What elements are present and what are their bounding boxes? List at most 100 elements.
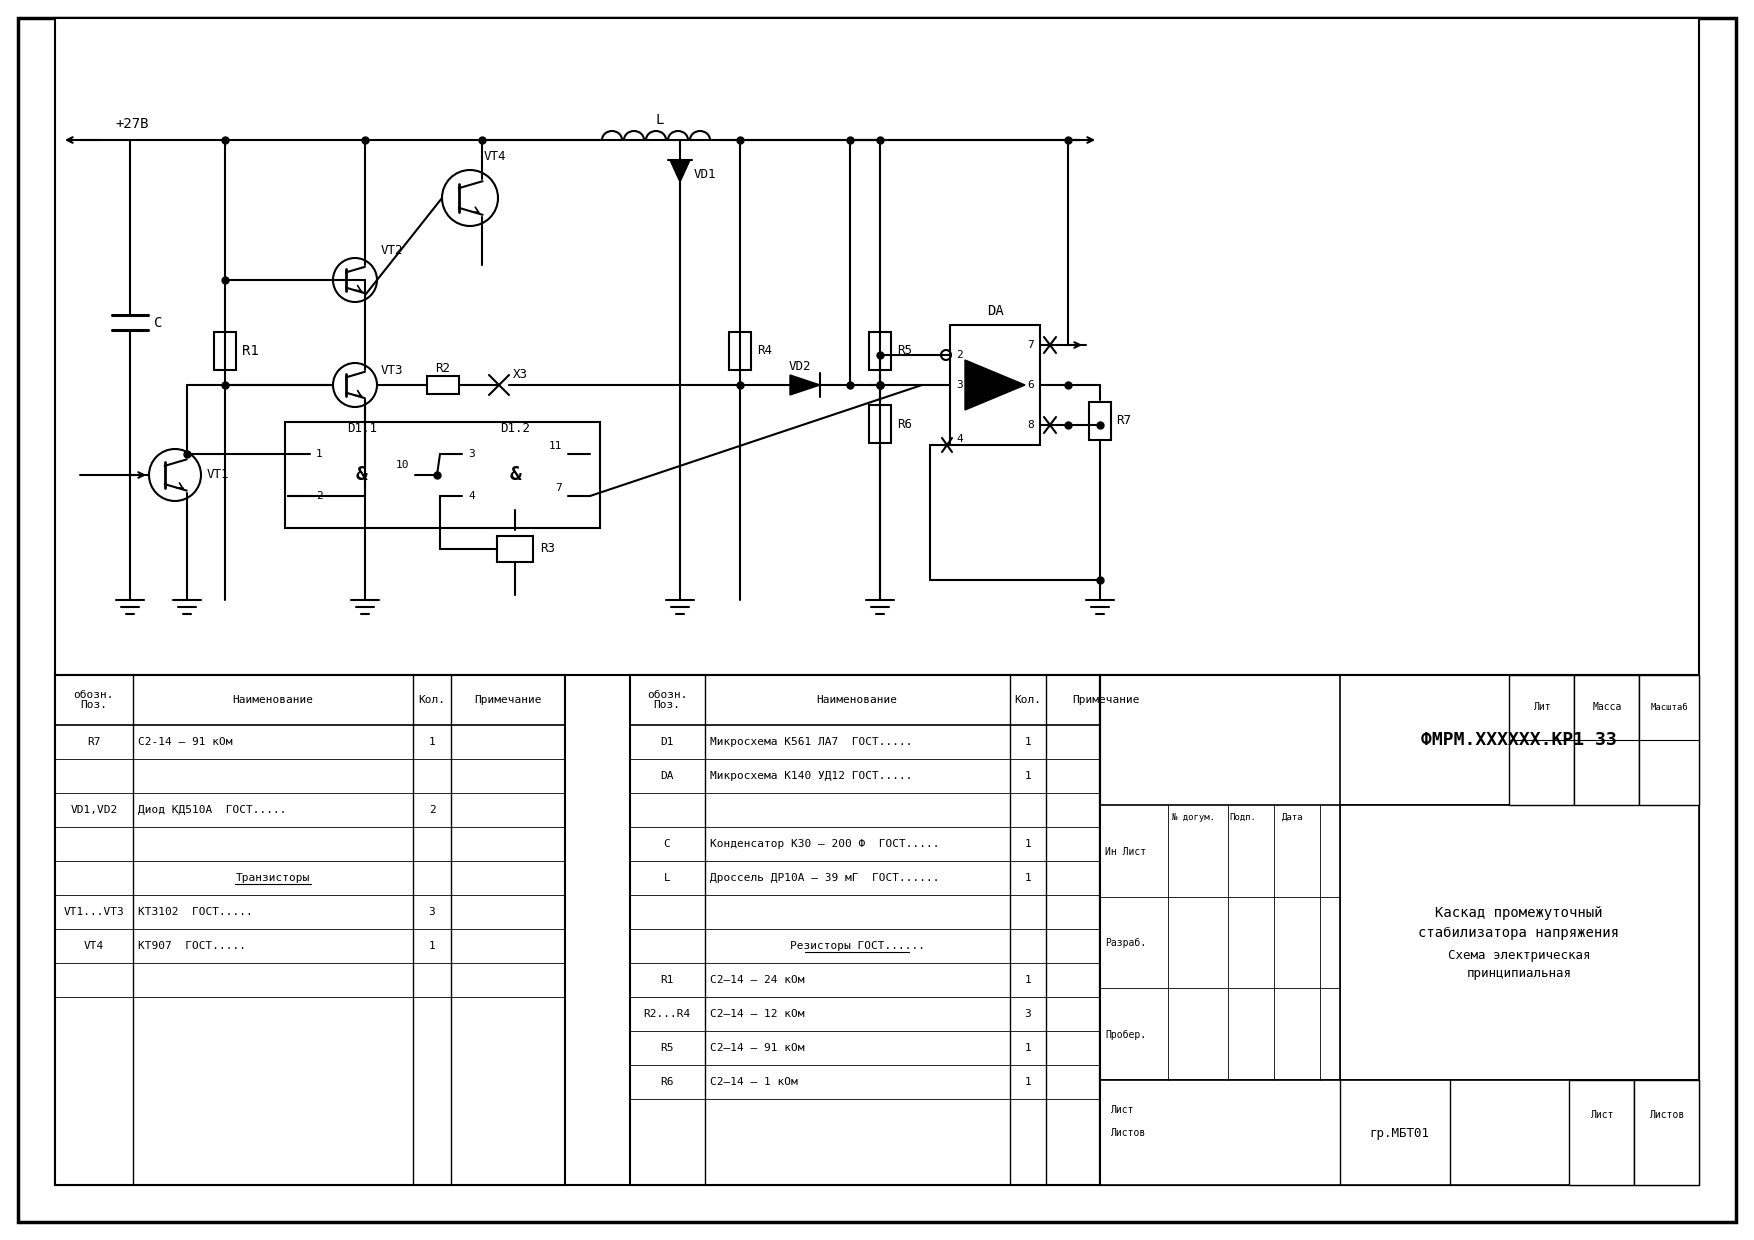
- Bar: [1340, 675, 1700, 805]
- Text: Х3: Х3: [512, 368, 528, 382]
- Text: R7: R7: [88, 737, 100, 746]
- Text: 3: 3: [428, 906, 435, 918]
- Text: VD1,VD2: VD1,VD2: [70, 805, 118, 815]
- Text: Лист: Лист: [1110, 1105, 1133, 1115]
- Text: L: L: [663, 873, 670, 883]
- Bar: [1100, 675, 1700, 1185]
- Text: гр.МБТ01: гр.МБТ01: [1370, 1126, 1430, 1140]
- Text: Дата: Дата: [1282, 812, 1303, 821]
- Text: 2: 2: [316, 491, 323, 501]
- Text: +27В: +27В: [116, 117, 149, 131]
- Bar: [1570, 1080, 1635, 1185]
- Text: 1: 1: [1024, 771, 1031, 781]
- Text: Резисторы ГОСТ......: Резисторы ГОСТ......: [789, 941, 924, 951]
- Text: 1: 1: [1024, 737, 1031, 746]
- Text: С2–14 – 91 кОм: С2–14 – 91 кОм: [710, 1043, 805, 1053]
- Polygon shape: [965, 360, 1024, 410]
- Bar: [310, 440, 416, 510]
- Text: 1: 1: [316, 449, 323, 459]
- Bar: [1508, 675, 1573, 805]
- Text: R2...R4: R2...R4: [644, 1009, 691, 1019]
- Text: КТ907  ГОСТ.....: КТ907 ГОСТ.....: [139, 941, 246, 951]
- Text: Транзисторы: Транзисторы: [235, 873, 310, 883]
- Text: Лист: Лист: [1591, 1110, 1614, 1120]
- Text: VD2: VD2: [789, 361, 812, 373]
- Text: Масштаб: Масштаб: [1651, 703, 1687, 712]
- Text: 11: 11: [549, 441, 561, 451]
- Text: 7: 7: [1028, 340, 1035, 350]
- Bar: [1635, 1080, 1700, 1185]
- Text: DA: DA: [660, 771, 674, 781]
- Text: VT2: VT2: [381, 243, 403, 257]
- Text: R2: R2: [435, 362, 451, 374]
- Text: Каскад промежуточный: Каскад промежуточный: [1435, 906, 1603, 920]
- Text: 6: 6: [1028, 379, 1035, 391]
- Bar: [461, 440, 568, 510]
- Text: VD1: VD1: [695, 169, 716, 181]
- Text: R6: R6: [660, 1078, 674, 1087]
- Text: D1.1: D1.1: [347, 422, 377, 434]
- Bar: [1340, 805, 1700, 1080]
- Bar: [1638, 675, 1700, 805]
- Text: Ин Лист: Ин Лист: [1105, 847, 1145, 857]
- Text: стабилизатора напряжения: стабилизатора напряжения: [1419, 926, 1619, 940]
- Text: R5: R5: [896, 345, 912, 357]
- Text: VT4: VT4: [484, 150, 507, 162]
- Text: 8: 8: [1028, 420, 1035, 430]
- Text: Конденсатор К30 – 200 Ф  ГОСТ.....: Конденсатор К30 – 200 Ф ГОСТ.....: [710, 839, 940, 849]
- Text: 4: 4: [956, 434, 963, 444]
- Text: Примечание: Примечание: [474, 694, 542, 706]
- Text: 1: 1: [1024, 975, 1031, 985]
- Text: № догум.: № догум.: [1172, 812, 1214, 821]
- Text: принципиальная: принципиальная: [1466, 966, 1572, 980]
- Bar: [1100, 1080, 1700, 1185]
- Text: R1: R1: [242, 343, 260, 358]
- Text: R4: R4: [758, 345, 772, 357]
- Text: КТ3102  ГОСТ.....: КТ3102 ГОСТ.....: [139, 906, 253, 918]
- Text: VT1: VT1: [207, 469, 230, 481]
- Text: R1: R1: [660, 975, 674, 985]
- Polygon shape: [789, 374, 821, 396]
- Text: Пробер.: Пробер.: [1105, 1030, 1145, 1040]
- Text: R6: R6: [896, 419, 912, 432]
- Text: Масса: Масса: [1593, 702, 1622, 712]
- Text: 1: 1: [428, 737, 435, 746]
- Bar: [1573, 675, 1638, 805]
- Text: 1: 1: [1024, 1078, 1031, 1087]
- Bar: [1100, 805, 1340, 1080]
- Text: Наименование: Наименование: [233, 694, 314, 706]
- Text: 1: 1: [1024, 1043, 1031, 1053]
- Bar: [1089, 402, 1110, 440]
- Text: 1: 1: [1024, 873, 1031, 883]
- Text: Дроссель ДР10А – 39 мГ  ГОСТ......: Дроссель ДР10А – 39 мГ ГОСТ......: [710, 873, 940, 883]
- Text: &: &: [356, 465, 368, 485]
- Text: 3: 3: [468, 449, 475, 459]
- Text: Поз.: Поз.: [81, 699, 107, 709]
- Text: 10: 10: [395, 460, 409, 470]
- Text: Микросхема К561 ЛА7  ГОСТ.....: Микросхема К561 ЛА7 ГОСТ.....: [710, 737, 912, 746]
- Text: DA: DA: [986, 304, 1003, 317]
- Bar: [426, 376, 460, 394]
- Text: Диод КД510А  ГОСТ.....: Диод КД510А ГОСТ.....: [139, 805, 286, 815]
- Polygon shape: [670, 160, 689, 182]
- Text: 1: 1: [428, 941, 435, 951]
- Text: C: C: [663, 839, 670, 849]
- Text: С2–14 – 24 кОм: С2–14 – 24 кОм: [710, 975, 805, 985]
- Text: Поз.: Поз.: [654, 699, 681, 709]
- Text: D1: D1: [660, 737, 674, 746]
- Text: 3: 3: [956, 379, 963, 391]
- Text: VT3: VT3: [381, 365, 403, 377]
- Text: 4: 4: [468, 491, 475, 501]
- Text: 3: 3: [1024, 1009, 1031, 1019]
- Bar: [630, 675, 1100, 1185]
- Text: L: L: [656, 113, 665, 126]
- Text: D1.2: D1.2: [500, 422, 530, 434]
- Text: Листов: Листов: [1649, 1110, 1684, 1120]
- Text: ФМРМ.XXXXXX.КР1 ЗЗ: ФМРМ.XXXXXX.КР1 ЗЗ: [1421, 732, 1617, 749]
- Text: Лит: Лит: [1533, 702, 1551, 712]
- Text: VT1...VT3: VT1...VT3: [63, 906, 125, 918]
- Text: Схема электрическая: Схема электрическая: [1447, 949, 1591, 961]
- Text: C: C: [154, 316, 163, 330]
- Text: С2–14 – 12 кОм: С2–14 – 12 кОм: [710, 1009, 805, 1019]
- Text: Подп.: Подп.: [1230, 812, 1256, 821]
